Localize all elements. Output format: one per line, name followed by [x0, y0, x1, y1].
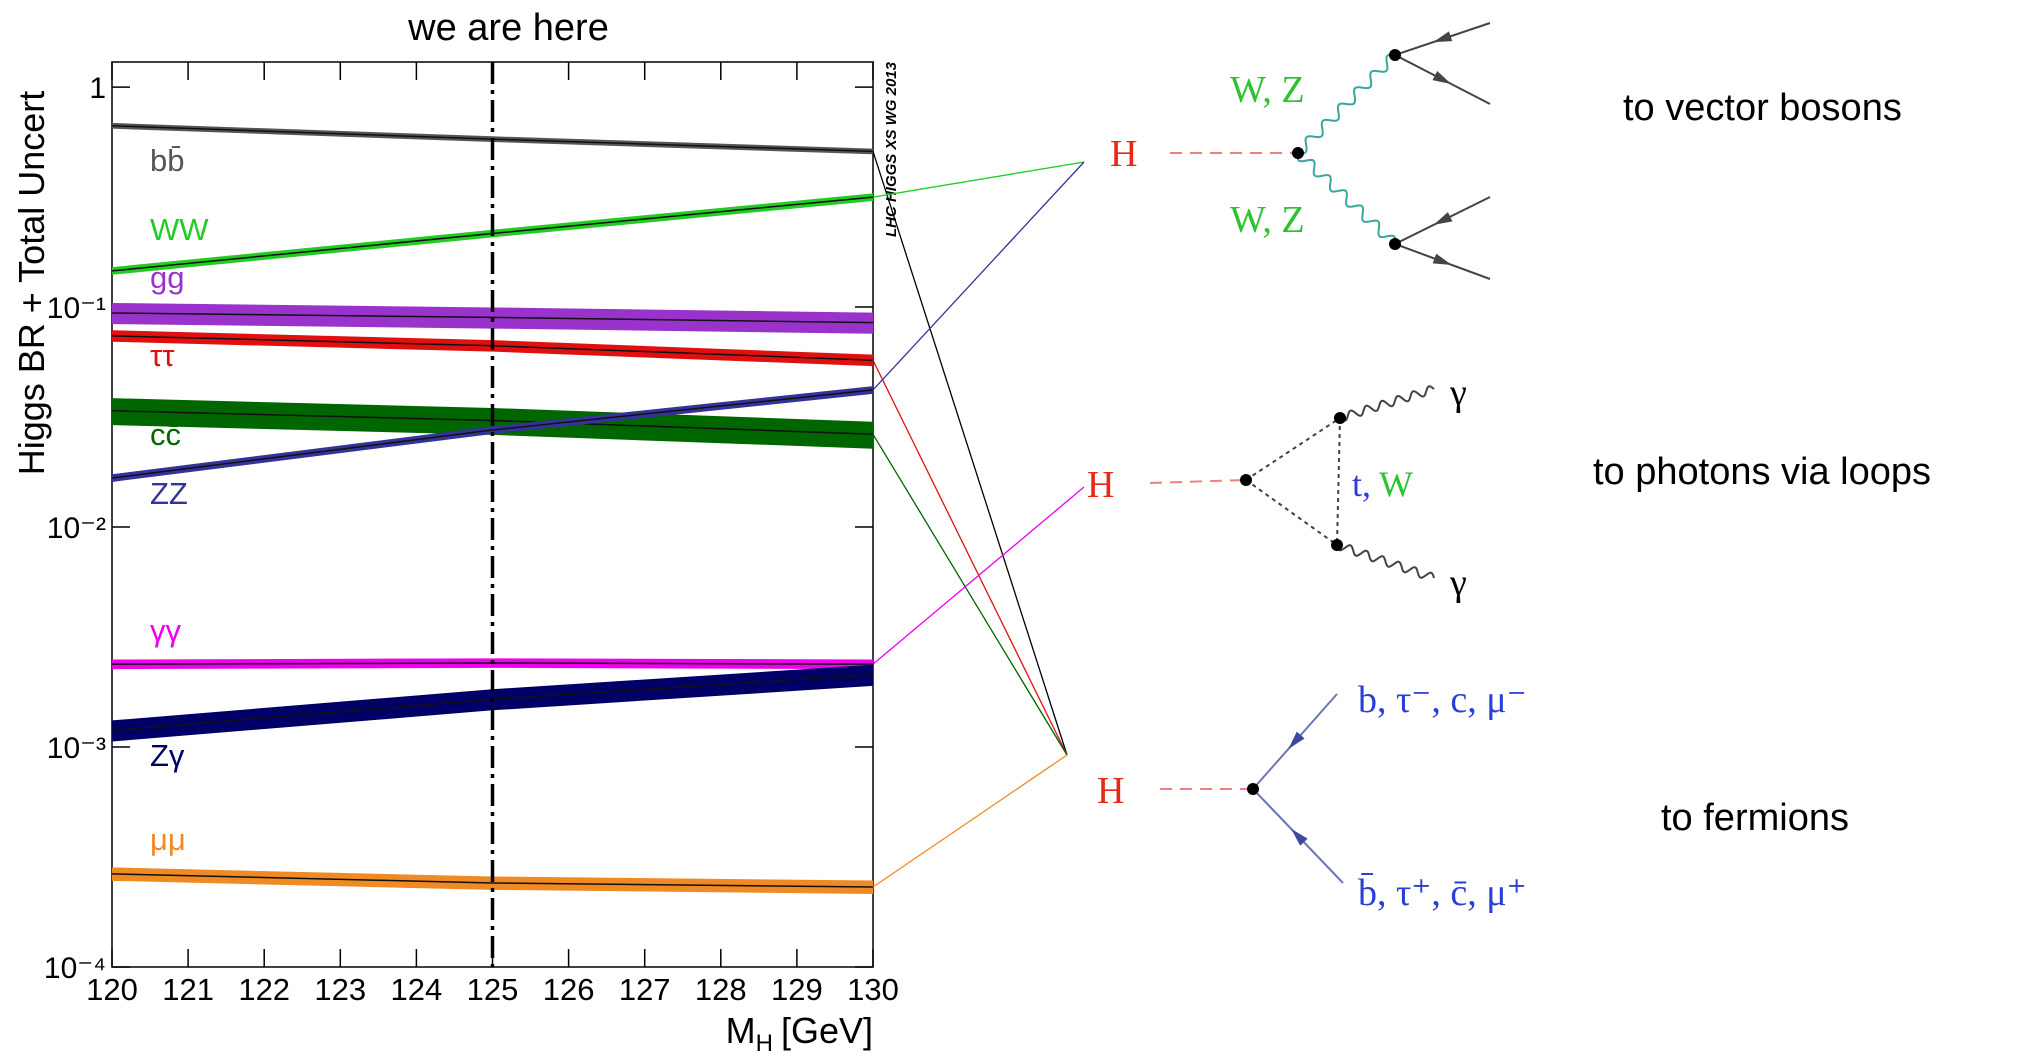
y-tick-label: 10⁻¹: [47, 292, 106, 325]
vertex: [1240, 474, 1252, 486]
loop-line: [1245, 479, 1338, 546]
connector: [872, 359, 1068, 756]
series-line: [111, 873, 874, 888]
series-label: cc̄: [150, 417, 181, 452]
x-tick-label: 125: [467, 972, 519, 1007]
caption: to vector bosons: [1623, 87, 1902, 129]
loop-line: [1336, 417, 1341, 546]
particle-label: b, τ⁻, c, μ⁻: [1358, 679, 1527, 721]
x-tick-label: 126: [543, 972, 595, 1007]
loop-label: t, W: [1352, 464, 1413, 504]
vertex: [1247, 783, 1259, 795]
series-label: bb̄: [150, 143, 184, 178]
caption: to photons via loops: [1593, 451, 1931, 493]
connector: [872, 486, 1085, 665]
series-line: [111, 312, 874, 324]
particle-label: b̄, τ⁺, c̄, μ⁺: [1358, 872, 1527, 914]
x-tick-label: 129: [771, 972, 823, 1007]
series-label: WW: [150, 212, 209, 247]
connector: [872, 433, 1068, 756]
caption: to fermions: [1661, 797, 1849, 839]
arrow: [1432, 70, 1452, 85]
y-axis-label: Higgs BR + Total Uncert: [11, 91, 52, 476]
particle-label: W, Z: [1230, 69, 1305, 111]
x-axis-label: MH [GeV]: [726, 1010, 873, 1055]
x-tick-label: 121: [162, 972, 214, 1007]
series-label: γγ: [150, 613, 182, 648]
x-tick-label: 130: [847, 972, 899, 1007]
x-tick-label: 120: [86, 972, 138, 1007]
x-axis-label-main: M: [726, 1010, 756, 1051]
boson-line: [1297, 53, 1396, 155]
vertex: [1334, 412, 1346, 424]
boson-line: [1296, 152, 1397, 245]
particle-label: γ: [1449, 562, 1467, 604]
vertex: [1389, 238, 1401, 250]
annotation: we are here: [407, 7, 609, 49]
higgs-line: [1149, 479, 1247, 484]
uncertainty-band: [112, 664, 873, 742]
boson-line: [1336, 544, 1435, 579]
arrow: [1433, 31, 1453, 43]
series-label: gg: [150, 260, 184, 295]
x-tick-label: 122: [238, 972, 290, 1007]
x-tick-label: 124: [391, 972, 443, 1007]
x-tick-label: 123: [314, 972, 366, 1007]
x-tick-label: 127: [619, 972, 671, 1007]
higgs-label: H: [1097, 770, 1124, 812]
higgs-label: H: [1110, 133, 1137, 175]
loop-line: [1245, 417, 1341, 481]
arrow: [1288, 731, 1305, 749]
connector: [872, 161, 1085, 198]
particle-label: W, Z: [1230, 199, 1305, 241]
vertex: [1331, 539, 1343, 551]
higgs-label: H: [1087, 464, 1114, 506]
connector: [872, 754, 1068, 888]
y-tick-label: 10⁻²: [47, 512, 106, 545]
series-label: ZZ: [150, 476, 188, 511]
boson-line: [1339, 385, 1435, 422]
loop-label-t: t,: [1352, 464, 1371, 504]
connector: [872, 161, 1085, 391]
y-tick-label: 1: [89, 72, 106, 105]
series-line: [111, 389, 874, 479]
connector: [872, 151, 1068, 756]
y-tick-label: 10⁻³: [47, 732, 106, 765]
arrow: [1432, 253, 1452, 265]
vertex: [1389, 49, 1401, 61]
loop-label-w: W: [1379, 464, 1413, 504]
vertex: [1292, 147, 1304, 159]
series-label: ττ: [150, 338, 175, 373]
x-axis-label-sub: H: [756, 1030, 773, 1055]
x-tick-label: 128: [695, 972, 747, 1007]
series-label: μμ: [150, 822, 186, 857]
y-tick-label: 10⁻⁴: [44, 952, 106, 985]
x-axis-label-unit: [GeV]: [781, 1010, 873, 1051]
arrow: [1291, 828, 1308, 846]
series-label: Zγ: [150, 738, 185, 773]
particle-label: γ: [1449, 372, 1467, 414]
arrow: [1433, 212, 1453, 225]
